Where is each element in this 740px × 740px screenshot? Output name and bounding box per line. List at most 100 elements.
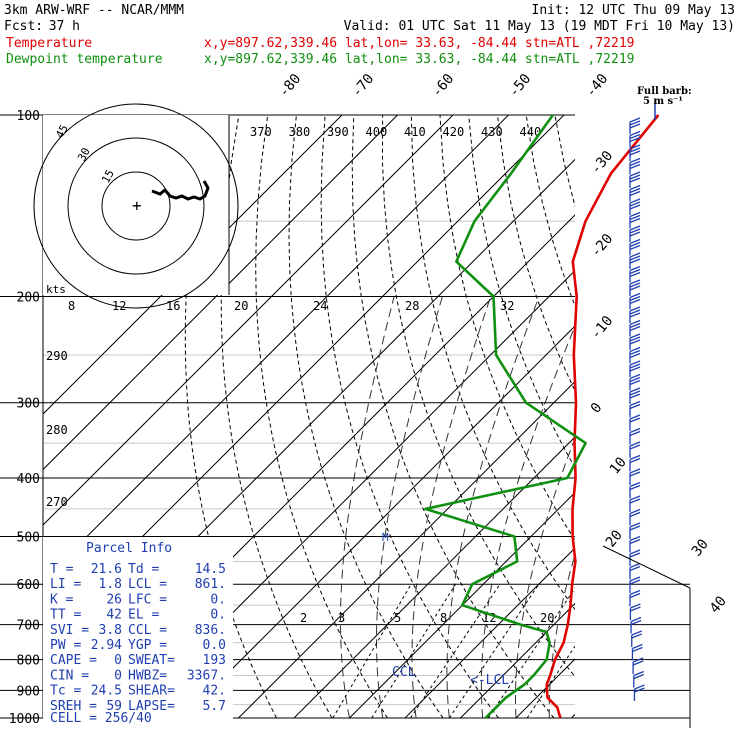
wind-barb — [629, 481, 641, 499]
parcel-info-panel: Parcel Info T = 21.6 Td = 14.5 LI = 1.8 LCL = 8… — [43, 537, 233, 729]
parcel-row: K = 26 LFC = 0. — [50, 592, 226, 607]
wind-barb — [629, 562, 641, 580]
hodograph-center: + — [132, 196, 142, 215]
isotherm-line — [43, 115, 343, 415]
parcel-cell: CELL = 256/40 — [50, 711, 152, 726]
parcel-value-left: 42 — [106, 608, 122, 623]
temperature-location: x,y=897.62,339.46 lat,lon= 33.63, -84.44… — [204, 36, 634, 51]
wind-barb — [629, 387, 641, 404]
isotherm-line — [43, 115, 509, 582]
dry-adiabat-label: 290 — [46, 349, 68, 363]
theta-label: 390 — [327, 125, 349, 139]
parcel-row: TT = 42 EL = 0. — [50, 608, 226, 623]
hodograph-ring-label: 45 — [53, 123, 71, 141]
mixing-ratio-line — [371, 583, 456, 718]
parcel-label-left: K = — [50, 592, 74, 607]
hodograph-background — [43, 115, 229, 295]
wind-barb — [629, 198, 641, 215]
pressure-label: 700 — [17, 619, 40, 634]
wind-barb — [632, 657, 644, 674]
parcel-value-left: 26 — [106, 592, 122, 607]
wind-barb — [629, 265, 641, 283]
parcel-label-left: Tc = — [50, 684, 81, 699]
wind-barb — [629, 346, 641, 364]
wind-barb — [629, 292, 641, 310]
hodograph-ring-label: 30 — [75, 146, 93, 164]
dewpoint-profile — [424, 114, 587, 719]
wind-barb — [629, 373, 641, 391]
theta-label: 410 — [404, 125, 426, 139]
wind-barb — [629, 508, 641, 526]
wind-barb — [629, 157, 641, 175]
pressure-label: 900 — [17, 684, 40, 699]
fcst-value: 37 h — [49, 19, 80, 34]
parcel-row: LI = 1.8 LCL = 861. — [50, 577, 226, 592]
wind-barb — [629, 211, 641, 229]
hodograph-ring-label: 15 — [99, 168, 117, 186]
mixing-ratio-label: 20 — [540, 611, 554, 625]
isotherm-label: 40 — [707, 593, 730, 616]
dry-adiabat — [439, 115, 575, 541]
moist-adiabat — [411, 296, 492, 718]
parcel-label-left: SREH = — [50, 699, 97, 714]
m-annotation: M — [382, 531, 389, 544]
sounding-profiles — [424, 114, 660, 719]
pressure-label: 400 — [17, 472, 40, 487]
wind-barb — [629, 333, 641, 350]
lcl-annotation: <-LCL — [470, 673, 509, 688]
isotherm-label: -80 — [276, 71, 305, 101]
dry-adiabat — [255, 115, 388, 718]
wind-barb — [629, 171, 641, 188]
wind-barb — [629, 495, 641, 512]
wind-barb — [631, 643, 643, 661]
hodograph-trace — [151, 180, 210, 201]
dry-adiabat — [351, 115, 555, 718]
parcel-label-right: CCL = — [128, 623, 167, 638]
temperature-profile — [545, 114, 660, 719]
theta-label: 430 — [481, 125, 503, 139]
hodograph-speed-label: 16 — [166, 299, 180, 313]
wind-barb — [629, 441, 641, 458]
moist-adiabat — [548, 553, 575, 718]
wind-barb — [630, 616, 642, 634]
dry-adiabat — [670, 115, 740, 718]
wind-barb — [629, 117, 641, 134]
parcel-label-right: LAPSE= — [128, 699, 175, 714]
parcel-value-left: 24.5 — [91, 684, 122, 699]
parcel-label-left: CIN = — [50, 668, 89, 683]
pressure-label: 1000 — [9, 712, 40, 727]
dry-adiabat — [497, 115, 575, 392]
wind-barb — [629, 468, 641, 485]
isotherm-line — [43, 115, 454, 526]
isotherm-line — [627, 115, 740, 718]
dry-adiabat — [220, 115, 333, 718]
parcel-value-right: 193 — [203, 653, 226, 668]
isotherm-label: 0 — [588, 400, 606, 417]
hodograph-units: kts — [46, 283, 66, 296]
mixing-ratio-line — [410, 583, 501, 718]
pressure-label: 300 — [17, 397, 40, 412]
wind-barb — [629, 279, 641, 296]
wind-barb — [633, 684, 645, 701]
ccl-annotation: CCL — [392, 665, 416, 680]
isotherm-label: -10 — [588, 313, 617, 343]
parcel-label-right: SWEAT= — [128, 653, 175, 668]
parcel-label-right: LFC = — [128, 592, 167, 607]
dry-adiabat — [410, 115, 575, 611]
dry-adiabat — [699, 115, 740, 718]
dewpoint-legend: Dewpoint temperature — [6, 52, 163, 67]
parcel-row: SREH = 59 LAPSE= 5.7 — [50, 699, 226, 714]
dry-adiabat — [584, 115, 740, 718]
parcel-label-right: LCL = — [128, 577, 167, 592]
wind-barb — [629, 144, 641, 161]
parcel-label-right: EL = — [128, 608, 159, 623]
wind-barb — [629, 360, 641, 377]
isotherm-label: -20 — [588, 231, 617, 261]
isotherm-line — [404, 547, 575, 718]
mixing-ratio-line — [487, 587, 575, 718]
dry-adiabat — [554, 115, 575, 208]
wind-barb — [629, 549, 641, 566]
isotherm-line — [43, 115, 398, 471]
parcel-value-right: 14.5 — [195, 562, 226, 577]
